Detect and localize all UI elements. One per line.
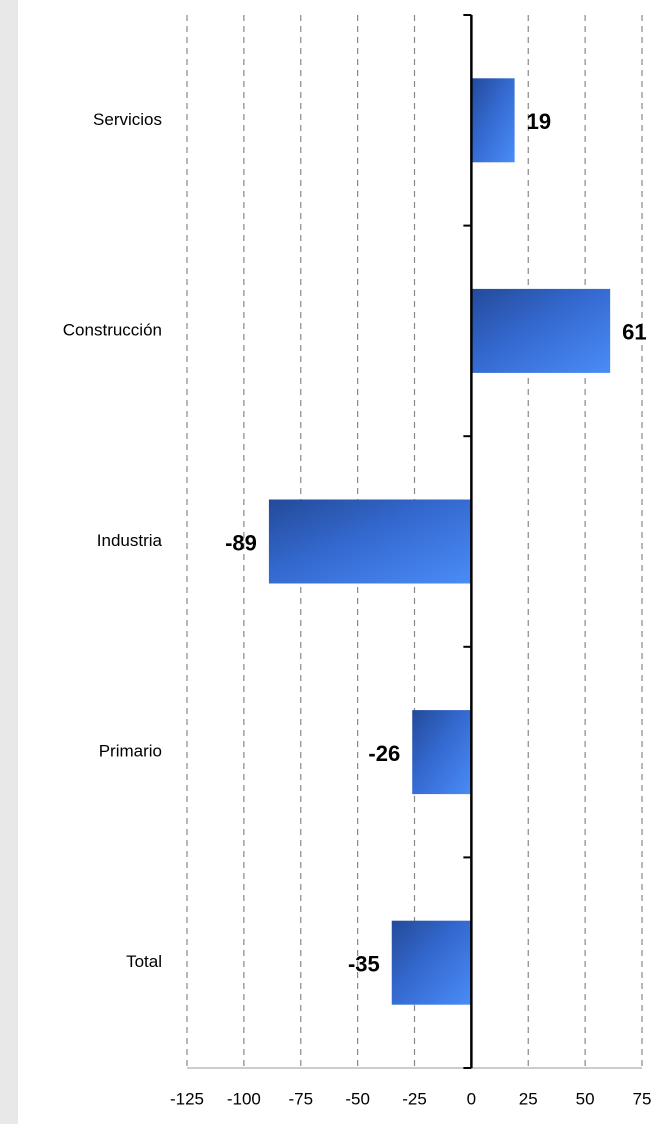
bar bbox=[268, 499, 472, 584]
y-tick-label: Servicios bbox=[93, 110, 162, 129]
x-tick-label: -50 bbox=[345, 1089, 370, 1108]
data-label: -35 bbox=[348, 952, 380, 977]
x-tick-label: 25 bbox=[519, 1089, 538, 1108]
x-tick-label: -75 bbox=[288, 1089, 313, 1108]
data-label: -89 bbox=[225, 530, 257, 555]
bar bbox=[471, 78, 515, 163]
x-tick-label: -100 bbox=[227, 1089, 261, 1108]
data-label: 61 bbox=[622, 320, 646, 345]
bar bbox=[391, 920, 472, 1005]
x-tick-label: 0 bbox=[467, 1089, 476, 1108]
x-tick-label: -125 bbox=[170, 1089, 204, 1108]
y-tick-label: Primario bbox=[99, 742, 162, 761]
side-strip bbox=[0, 0, 18, 1124]
y-tick-label: Construcción bbox=[63, 320, 162, 339]
data-label: 19 bbox=[527, 109, 551, 134]
x-tick-label: 75 bbox=[633, 1089, 652, 1108]
x-tick-label: -25 bbox=[402, 1089, 427, 1108]
x-tick-label: 50 bbox=[576, 1089, 595, 1108]
y-tick-label: Total bbox=[126, 952, 162, 971]
y-tick-label: Industria bbox=[97, 531, 163, 550]
bar bbox=[412, 710, 472, 795]
bar bbox=[471, 288, 611, 373]
data-label: -26 bbox=[368, 741, 400, 766]
